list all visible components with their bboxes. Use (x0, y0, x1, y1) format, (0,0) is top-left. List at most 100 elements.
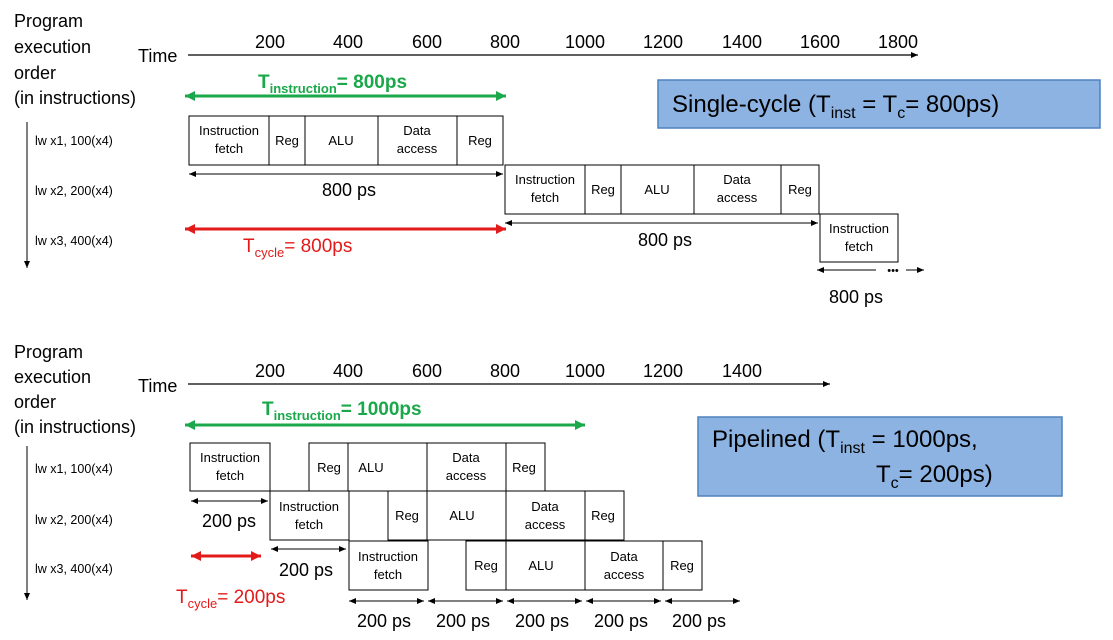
single-cycle-callout (657, 79, 1101, 129)
stage-label: Data (452, 450, 480, 465)
stage-data-access (584, 540, 664, 591)
instruction-name: lw x1, 100(x4) (35, 134, 113, 148)
time-ticks: 200 400 600 800 1000 1200 1400 1600 1800 (255, 32, 918, 52)
tick-label: 1200 (643, 32, 683, 52)
duration-label: 800 ps (638, 230, 692, 250)
stage-label: Data (403, 123, 431, 138)
instruction-name: lw x1, 100(x4) (35, 462, 113, 476)
stage-label: access (446, 468, 487, 483)
order-label-line: (in instructions) (14, 88, 136, 108)
duration-label: 200 ps (357, 611, 411, 631)
stage-label: Reg (468, 133, 492, 148)
t-cycle-label: Tcycle= 200ps (176, 587, 285, 611)
tick-label: 200 (255, 361, 285, 381)
instruction-name: lw x2, 200(x4) (35, 513, 113, 527)
tick-label: 800 (490, 32, 520, 52)
stage-alu (347, 442, 428, 492)
stage-reg (456, 115, 504, 166)
duration-label: 200 ps (202, 511, 256, 531)
tick-label: 1000 (565, 361, 605, 381)
instruction-row: Instruction fetch Reg ALU Data access Re… (269, 490, 625, 541)
instruction-row: Instruction fetch Reg ALU Data access Re… (188, 115, 504, 166)
stage-instruction-fetch (189, 442, 271, 492)
stage-alu (304, 115, 379, 166)
duration-label: 800 ps (829, 287, 883, 307)
stage-label: ALU (358, 460, 383, 475)
pipelined-section: Program execution order (in instructions… (14, 342, 1063, 631)
single-cycle-callout-text: Single-cycle (Tinst = Tc= 800ps) (672, 91, 999, 122)
tick-label: 600 (412, 361, 442, 381)
stage-label: access (717, 190, 758, 205)
cycle-durations: 200 ps 200 ps 200 ps 200 ps 200 ps (349, 598, 740, 631)
order-label-line: execution (14, 37, 91, 57)
stage-label: ALU (328, 133, 353, 148)
order-label-line: Program (14, 11, 83, 31)
order-label-line: (in instructions) (14, 417, 136, 437)
tick-label: 1800 (878, 32, 918, 52)
tick-label: 400 (333, 361, 363, 381)
stage-label: Reg (395, 508, 419, 523)
pipelined-callout (697, 416, 1063, 497)
instruction-name: lw x3, 400(x4) (35, 234, 113, 248)
stage-label: Reg (670, 558, 694, 573)
time-label: Time (138, 46, 177, 66)
order-label: Program execution order (in instructions… (14, 11, 136, 108)
tick-label: 200 (255, 32, 285, 52)
instruction-row: Instruction fetch (819, 213, 899, 263)
instruction-row: Instruction fetch Reg ALU Data access Re… (504, 164, 820, 215)
instruction-name: lw x2, 200(x4) (35, 184, 113, 198)
duration-label: 200 ps (279, 560, 333, 580)
time-label: Time (138, 376, 177, 396)
stage-data-access (693, 164, 782, 215)
stage-reg (465, 540, 507, 591)
tick-label: 800 (490, 361, 520, 381)
stage-reg (584, 490, 625, 541)
stage-reg (308, 442, 349, 492)
instruction-list: lw x1, 100(x4) lw x2, 200(x4) lw x3, 400… (35, 134, 113, 248)
duration-label: 200 ps (436, 611, 490, 631)
stage-instruction-fetch (504, 164, 586, 215)
order-label-line: order (14, 63, 56, 83)
order-label-line: Program (14, 342, 83, 362)
duration-label: 200 ps (515, 611, 569, 631)
stage-label: access (525, 517, 566, 532)
tick-label: 1400 (722, 32, 762, 52)
stage-reg (662, 540, 703, 591)
stage-label: Data (723, 172, 751, 187)
stage-label: Reg (591, 182, 615, 197)
stage-label: Instruction (829, 221, 889, 236)
stage-label: fetch (845, 239, 873, 254)
stage-instruction-fetch (348, 540, 429, 591)
stage-label: ALU (449, 508, 474, 523)
duration-label: 800 ps (322, 180, 376, 200)
stage-label: Instruction (515, 172, 575, 187)
ellipsis: ••• (887, 265, 899, 277)
stage-label: Reg (788, 182, 812, 197)
stage-data-access (426, 442, 507, 492)
instruction-list: lw x1, 100(x4) lw x2, 200(x4) lw x3, 400… (35, 462, 113, 576)
stage-label: Data (610, 549, 638, 564)
order-label-line: order (14, 392, 56, 412)
stage-reg (268, 115, 306, 166)
t-cycle-label: Tcycle= 800ps (243, 236, 352, 260)
tick-label: 1600 (800, 32, 840, 52)
stage-label: Reg (474, 558, 498, 573)
order-label: Program execution order (in instructions… (14, 342, 136, 437)
order-label-line: execution (14, 367, 91, 387)
tick-label: 600 (412, 32, 442, 52)
stage-label: access (604, 567, 645, 582)
stage-label: Instruction (200, 450, 260, 465)
tick-label: 400 (333, 32, 363, 52)
stage-label: fetch (215, 141, 243, 156)
stage-data-access (377, 115, 458, 166)
stage-label: access (397, 141, 438, 156)
stage-label: Instruction (358, 549, 418, 564)
instruction-row: Instruction fetch Reg ALU Data access Re… (348, 540, 703, 591)
stage-data-access (505, 490, 586, 541)
stage-instruction-fetch (269, 490, 350, 541)
tick-label: 1000 (565, 32, 605, 52)
stage-label: fetch (216, 468, 244, 483)
stage-label: fetch (295, 517, 323, 532)
